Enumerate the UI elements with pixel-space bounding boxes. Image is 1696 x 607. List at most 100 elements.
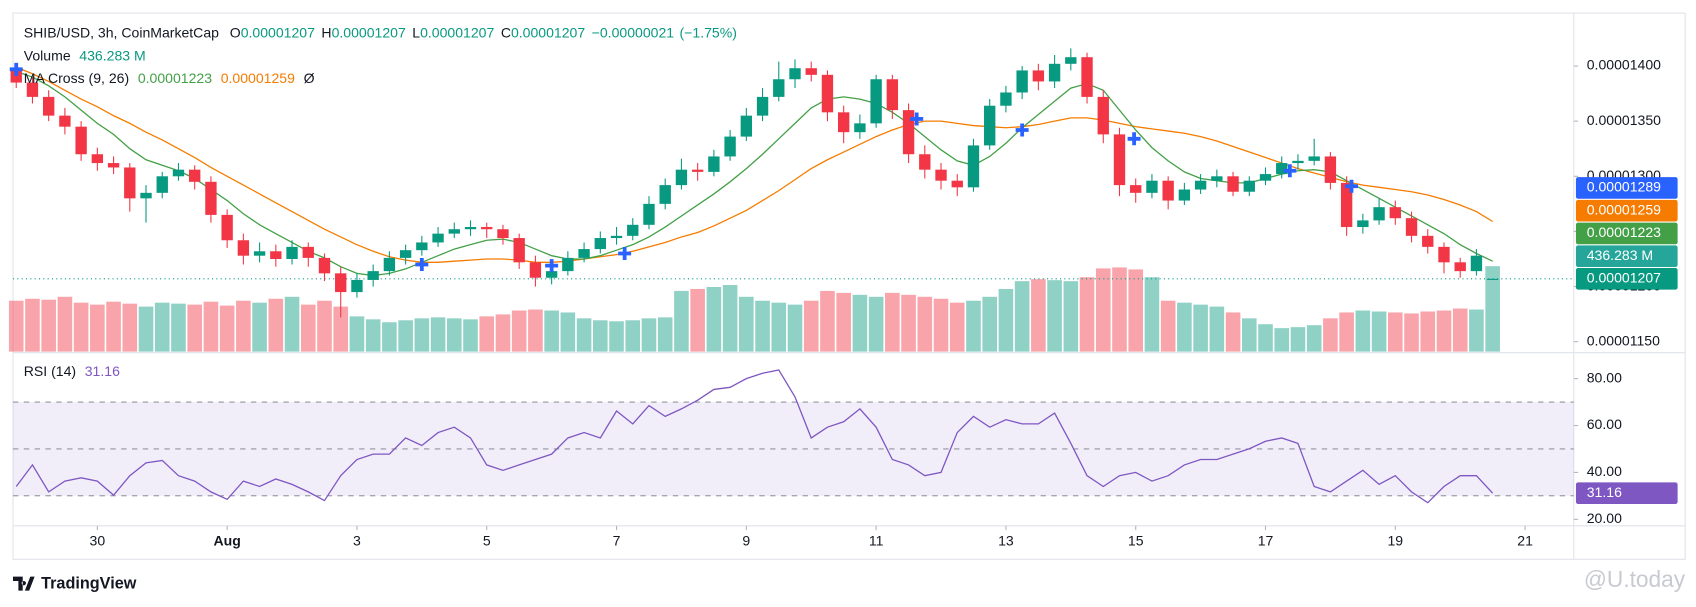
candle-body — [1227, 176, 1239, 192]
volume-bar — [154, 302, 170, 352]
volume-bar — [593, 320, 608, 352]
candle-body — [237, 240, 250, 256]
volume-bar — [1225, 312, 1241, 352]
volume-bar — [885, 292, 900, 352]
volume-bar — [1128, 269, 1144, 352]
close-value: 0.00001207 — [511, 24, 585, 40]
volume-bar — [771, 302, 787, 352]
candle-body — [1259, 174, 1272, 181]
cross-marker — [910, 112, 924, 126]
brand-logo: TradingView — [12, 574, 137, 592]
time-tick-label: 15 — [1128, 533, 1144, 549]
candle-body — [189, 169, 201, 182]
change-percent: (−1.75%) — [680, 24, 737, 40]
candle-body — [432, 233, 444, 243]
ma-fast-value: 0.00001223 — [138, 70, 212, 86]
volume-bar — [657, 317, 673, 352]
volume-bar — [901, 294, 916, 352]
ohlc-legend: SHIB/USD, 3h, CoinMarketCap O0.00001207 H0… — [24, 24, 737, 40]
change-value: −0.00000021 — [592, 24, 675, 40]
ma-slow-line — [15, 66, 1493, 263]
volume-bar — [674, 290, 689, 352]
candle-body — [545, 271, 558, 278]
volume-bar — [949, 302, 965, 352]
candle-body — [1081, 57, 1093, 97]
volume-bar — [544, 310, 559, 352]
candle-body — [399, 250, 412, 258]
price-tag: 0.00001259 — [1587, 201, 1661, 217]
rsi-pane — [12, 369, 1574, 504]
time-tick-label: 21 — [1517, 533, 1533, 549]
volume-bar — [739, 296, 754, 352]
rsi-tick-label: 40.00 — [1587, 463, 1622, 479]
volume-bar — [1112, 267, 1127, 352]
ma-slow-value: 0.00001259 — [221, 70, 295, 86]
volume-bar — [90, 304, 105, 352]
volume-bar — [203, 301, 219, 352]
candle-body — [854, 123, 866, 133]
candle-body — [805, 68, 817, 75]
candle-body — [773, 79, 785, 97]
price-tag: 436.283 M — [1587, 247, 1653, 263]
candle-body — [1130, 185, 1142, 193]
time-tick-label: Aug — [213, 533, 240, 549]
volume-bar — [333, 306, 349, 352]
price-tag: 0.00001289 — [1587, 179, 1661, 195]
price-tag: 0.00001207 — [1587, 270, 1661, 286]
price-tag-bg — [1575, 177, 1678, 199]
candle-body — [627, 224, 639, 236]
candle-body — [1048, 63, 1061, 82]
cross-marker — [618, 246, 632, 260]
candle-body — [464, 227, 477, 230]
candle-body — [1340, 182, 1353, 228]
candle-body — [919, 154, 931, 170]
volume-bar — [138, 306, 154, 352]
volume-bar — [446, 318, 462, 352]
volume-bar — [284, 296, 300, 352]
volume-bar — [41, 299, 56, 352]
candle-body — [935, 169, 947, 181]
axes: 0.000011500.000012000.000012500.00001300… — [90, 57, 1662, 549]
volume-bar — [690, 288, 705, 352]
volume-bar — [1258, 324, 1273, 352]
price-tick-label: 0.00001400 — [1587, 57, 1661, 73]
candle-body — [610, 235, 623, 239]
candle-body — [383, 257, 396, 272]
volume-bar — [528, 309, 543, 352]
candle-body — [1373, 207, 1385, 221]
volume-bar — [722, 285, 738, 352]
time-tick-label: 30 — [90, 533, 106, 549]
volume-bar — [1371, 311, 1387, 352]
candle-body — [1357, 220, 1369, 228]
volume-bar — [706, 286, 722, 352]
cross-marker — [545, 259, 559, 273]
candle-body — [789, 68, 801, 80]
volume-bar — [219, 305, 235, 352]
brand-icon — [12, 576, 35, 591]
volume-bar — [479, 316, 495, 352]
candle-body — [967, 145, 980, 188]
candle-body — [59, 115, 71, 127]
volume-bar — [463, 319, 478, 352]
volume-bar — [382, 322, 397, 352]
candle-body — [1065, 57, 1077, 64]
low-key: L — [412, 24, 420, 40]
candle-body — [140, 192, 152, 199]
volume-bar — [236, 300, 251, 352]
time-tick-label: 7 — [613, 533, 621, 549]
candle-body — [1292, 160, 1304, 164]
price-tag-bg — [1575, 199, 1678, 222]
ma-name: MA Cross (9, 26) — [24, 70, 129, 86]
volume-bar — [1306, 325, 1322, 352]
candle-body — [886, 79, 899, 111]
volume-bar — [982, 296, 997, 352]
candle-body — [91, 154, 104, 164]
volume-bar — [1355, 310, 1371, 352]
candle-body — [1454, 262, 1466, 272]
cross-marker — [9, 62, 23, 76]
volume-bar — [268, 298, 284, 352]
rsi-tick-label: 20.00 — [1587, 510, 1622, 526]
volume-bar — [625, 320, 641, 352]
candle-body — [1324, 156, 1337, 183]
